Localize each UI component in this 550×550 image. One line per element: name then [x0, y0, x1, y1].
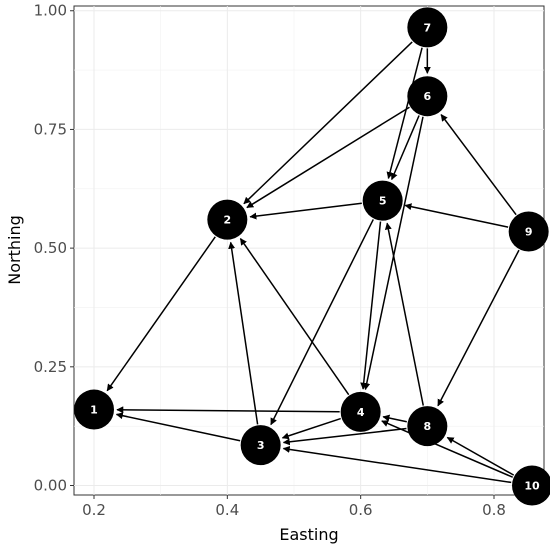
node-label: 9 — [525, 226, 533, 239]
y-tick-label: 1.00 — [34, 2, 67, 20]
y-tick-label: 0.00 — [34, 477, 67, 495]
node-8: 8 — [407, 406, 448, 447]
x-tick-label: 0.8 — [482, 501, 506, 519]
node-circle — [362, 180, 403, 221]
edges — [106, 41, 520, 484]
edge-4-to-2 — [239, 237, 350, 396]
edge-3-to-1 — [115, 412, 241, 442]
edge-8-to-4 — [382, 414, 407, 423]
edge-10-to-3 — [282, 445, 512, 484]
node-4: 4 — [340, 391, 381, 432]
y-tick-label: 0.25 — [34, 358, 67, 376]
edge-7-to-2 — [243, 41, 413, 205]
edge-8-to-3 — [282, 427, 407, 446]
x-axis-title: Easting — [279, 525, 338, 544]
node-circle — [74, 389, 114, 430]
node-circle — [508, 211, 549, 252]
y-axis-title: Northing — [5, 215, 24, 285]
node-circle — [207, 199, 248, 240]
node-6: 6 — [407, 76, 448, 117]
edge-7-to-5 — [386, 47, 423, 180]
node-9: 9 — [508, 211, 549, 252]
y-tick-label: 0.50 — [34, 239, 67, 257]
node-label: 8 — [424, 420, 432, 433]
edge-9-to-5 — [404, 203, 509, 228]
node-circle — [407, 76, 448, 117]
edge-5-to-3 — [270, 219, 374, 426]
node-5: 5 — [362, 180, 403, 221]
node-circle — [512, 465, 550, 506]
x-tick-label: 0.4 — [215, 501, 239, 519]
node-1: 1 — [74, 389, 114, 430]
edge-10-to-4 — [381, 420, 514, 478]
edge-2-to-1 — [106, 236, 216, 392]
edge-8-to-5 — [384, 222, 424, 406]
node-label: 1 — [90, 404, 98, 417]
node-label: 3 — [257, 439, 265, 452]
node-label: 4 — [357, 406, 365, 419]
node-2: 2 — [207, 199, 248, 240]
node-label: 7 — [424, 21, 432, 34]
edge-3-to-2 — [228, 241, 259, 425]
edge-4-to-3 — [281, 417, 341, 440]
node-label: 6 — [424, 90, 432, 103]
node-circle — [407, 7, 448, 48]
x-tick-label: 0.2 — [82, 501, 106, 519]
edge-6-to-2 — [246, 106, 410, 209]
node-circle — [407, 406, 448, 447]
nodes: 1 2 3 4 5 6 7 8 9 10 — [74, 7, 550, 506]
node-7: 7 — [407, 7, 448, 48]
y-tick-label: 0.75 — [34, 120, 67, 138]
edge-5-to-4 — [360, 221, 382, 390]
node-3: 3 — [240, 425, 281, 466]
node-circle — [340, 391, 381, 432]
edge-5-to-2 — [249, 202, 362, 220]
edge-6-to-4 — [363, 116, 424, 391]
edge-6-to-5 — [390, 115, 420, 181]
node-circle — [240, 425, 281, 466]
node-label: 2 — [224, 214, 232, 227]
edge-10-to-8 — [446, 436, 515, 476]
node-label: 5 — [379, 195, 387, 208]
edge-4-to-1 — [116, 406, 340, 414]
node-10: 10 — [512, 465, 550, 506]
edge-9-to-8 — [437, 249, 520, 407]
x-tick-label: 0.6 — [349, 501, 373, 519]
node-label: 10 — [524, 480, 540, 493]
plot-panel — [73, 5, 545, 496]
axis-ticks: 0.2 0.4 0.6 0.8 0.00 0.25 0.50 0.75 1.00 — [34, 2, 506, 519]
edge-9-to-6 — [440, 114, 517, 216]
